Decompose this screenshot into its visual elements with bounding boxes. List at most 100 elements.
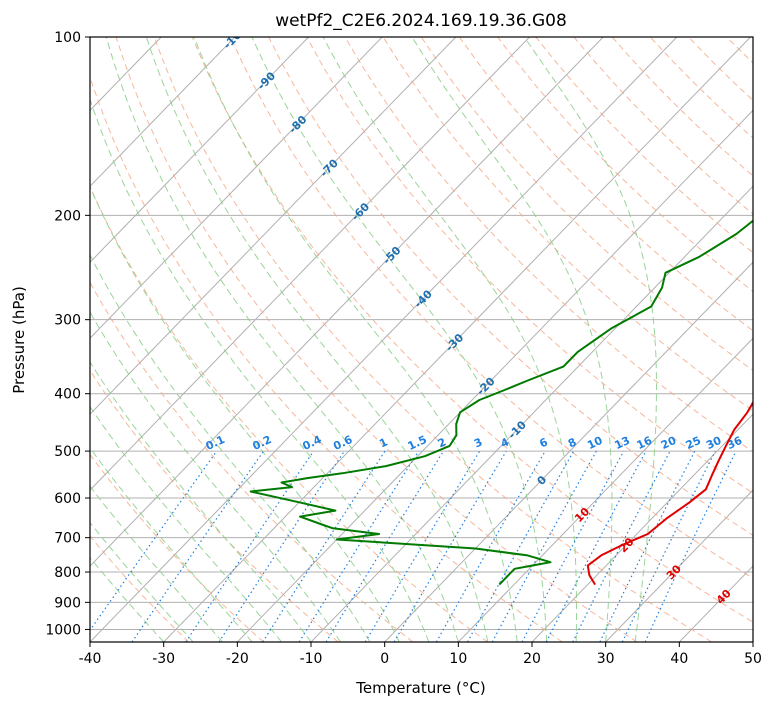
mixing-ratio-line (521, 450, 625, 642)
isotherm--60 (90, 37, 530, 491)
mixing-ratio-label: 0.4 (300, 433, 323, 453)
plot-series (249, 219, 753, 586)
plot-background-lines (90, 37, 775, 642)
x-tick-label: 30 (597, 651, 615, 667)
y-tick-label: 300 (54, 313, 81, 329)
moist-adiabat (90, 521, 194, 642)
moist-adiabat (90, 556, 165, 642)
dry-adiabat (90, 281, 414, 642)
dry-adiabat (191, 37, 753, 623)
mixing-ratio-label: 25 (684, 434, 703, 452)
mixing-ratio-line (621, 450, 716, 642)
moist-adiabat (90, 311, 341, 642)
y-tick-label: 1000 (45, 622, 81, 638)
isotherm--20 (236, 109, 753, 642)
mixing-ratio-label: 13 (613, 434, 632, 452)
x-tick-label: -10 (300, 651, 323, 667)
mixing-ratio-label: 16 (635, 434, 655, 452)
x-tick-label: 10 (449, 651, 467, 667)
moist-adiabat (90, 97, 430, 642)
y-axis-title: Pressure (hPa) (10, 286, 28, 394)
mixing-ratio-line (644, 450, 737, 642)
isotherm--100 (90, 37, 236, 188)
isotherm-50 (752, 641, 753, 642)
isotherm--50 (90, 37, 604, 567)
moist-adiabat (90, 485, 223, 642)
y-tick-label: 900 (54, 595, 81, 611)
mixing-ratio-label: 0.6 (331, 433, 354, 453)
dry-adiabat (90, 535, 190, 642)
moist-adiabat (145, 37, 489, 642)
y-tick-label: 400 (54, 387, 81, 403)
dry-adiabat (90, 185, 488, 642)
mixing-ratio-label: 1 (377, 435, 389, 450)
isotherm--90 (90, 37, 309, 263)
moist-adiabat (90, 361, 312, 642)
moist-adiabat (251, 37, 548, 642)
dry-adiabat (90, 75, 563, 642)
moist-adiabat (90, 405, 282, 642)
dewpoint-profile-line (249, 219, 753, 586)
y-tick-label: 600 (54, 491, 81, 507)
mixing-ratio-line (325, 450, 445, 642)
moist-adiabat (193, 37, 518, 642)
mixing-ratio-label: 30 (704, 434, 724, 452)
mixing-ratio-label: 6 (537, 435, 550, 450)
mixing-ratio-label: 20 (659, 434, 679, 452)
temperature-profile-line (586, 400, 753, 586)
moist-adiabat (523, 37, 657, 642)
dry-adiabat (115, 37, 638, 642)
y-tick-label: 700 (54, 531, 81, 547)
isotherm--30 (163, 37, 751, 642)
isotherm--80 (90, 37, 383, 339)
moist-adiabat (90, 253, 371, 642)
y-tick-label: 800 (54, 565, 81, 581)
dry-adiabat (306, 37, 753, 494)
x-tick-label: -30 (152, 651, 175, 667)
mixing-ratio-line (218, 450, 345, 642)
dry-adiabat (497, 37, 753, 293)
dry-adiabat (458, 37, 753, 332)
dry-adiabat (726, 37, 753, 64)
x-tick-label: -40 (79, 651, 102, 667)
mixing-ratio-line (364, 450, 481, 642)
moist-adiabat (105, 37, 459, 642)
isotherm--70 (90, 37, 457, 415)
y-tick-label: 500 (54, 444, 81, 460)
isotherm-30 (605, 489, 753, 642)
dry-adiabat (649, 37, 753, 139)
x-tick-label: 20 (523, 651, 541, 667)
x-tick-label: 50 (744, 651, 762, 667)
y-tick-label: 100 (54, 30, 81, 46)
dry-adiabat (765, 37, 775, 642)
dry-adiabat (90, 453, 264, 642)
mixing-ratio-line (491, 450, 597, 642)
x-axis-title: Temperature (°C) (355, 679, 485, 697)
x-tick-label: 40 (670, 651, 688, 667)
isotherm-10 (457, 337, 753, 642)
moist-adiabat (90, 446, 253, 642)
isotherm-20 (531, 413, 753, 642)
mixing-ratio-line (599, 450, 696, 642)
mixing-ratio-line (298, 450, 420, 642)
dry-adiabat (420, 37, 753, 372)
moist-adiabat (411, 37, 613, 642)
mixing-ratio-label: 0.1 (204, 433, 227, 453)
mixing-ratio-label: 0.2 (250, 433, 273, 453)
mixing-ratio-line (131, 450, 265, 642)
mixing-ratio-line (393, 450, 507, 642)
chart-title: wetPf2_C2E6.2024.169.19.36.G08 (275, 11, 567, 31)
mixing-ratio-line (90, 450, 218, 632)
axis-ticks: -40 -30 -20 -10 0 10 20 30 40 5010020030040050060… (45, 30, 762, 667)
mixing-ratio-label: 10 (585, 434, 605, 452)
isotherm--10 (310, 185, 753, 642)
y-tick-label: 200 (54, 208, 81, 224)
mixing-ratio-label: 3 (472, 435, 484, 450)
moist-adiabat (322, 37, 577, 642)
x-tick-label: -20 (226, 651, 249, 667)
x-tick-label: 0 (380, 651, 389, 667)
mixing-ratio-label: 1.5 (406, 433, 429, 453)
isotherm-0 (384, 261, 753, 642)
plot-frame (89, 36, 754, 643)
